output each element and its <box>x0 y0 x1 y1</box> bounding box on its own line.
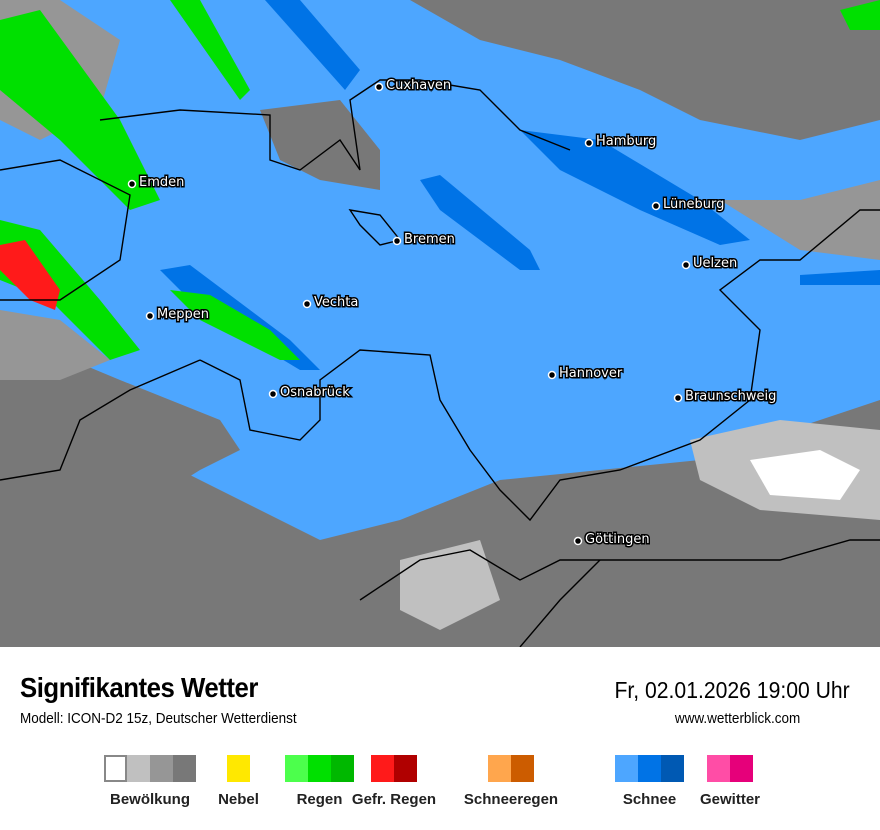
city-dot <box>573 536 583 546</box>
legend-swatches <box>104 755 196 782</box>
city-label: Hannover <box>559 366 623 381</box>
city-label: Göttingen <box>585 532 650 547</box>
legend-swatches <box>227 755 250 782</box>
map-title: Signifikantes Wetter <box>20 672 258 703</box>
borders-coastline <box>0 79 880 647</box>
legend-label: Schnee <box>622 791 677 808</box>
city-emden: Emden <box>127 174 186 192</box>
legend-swatches <box>707 755 753 782</box>
legend-swatches <box>488 755 534 782</box>
legend-swatch <box>227 755 250 782</box>
legend-swatch <box>371 755 394 782</box>
city-lüneburg: Lüneburg <box>651 196 726 214</box>
city-uelzen: Uelzen <box>681 255 739 273</box>
legend-swatches <box>371 755 417 782</box>
city-braunschweig: Braunschweig <box>673 388 778 406</box>
legend-swatch <box>661 755 684 782</box>
city-dot <box>127 179 137 189</box>
legend-swatch <box>104 755 127 782</box>
legend-swatch <box>615 755 638 782</box>
legend-item-schneeregen: Schneeregen <box>464 755 558 808</box>
city-dot <box>651 201 661 211</box>
legend-swatch <box>488 755 511 782</box>
model-source: Modell: ICON-D2 15z, Deutscher Wetterdie… <box>20 710 297 727</box>
legend-label: Gewitter <box>699 791 761 808</box>
city-dot <box>584 138 594 148</box>
city-osnabrück: Osnabrück <box>268 384 352 402</box>
legend-swatches <box>615 755 684 782</box>
city-dot <box>392 236 402 246</box>
city-dot <box>268 389 278 399</box>
city-vechta: Vechta <box>302 294 360 312</box>
legend-item-nebel: Nebel <box>218 755 259 808</box>
city-bremen: Bremen <box>392 231 456 249</box>
city-label: Bremen <box>404 232 455 247</box>
city-label: Emden <box>139 175 184 190</box>
city-label: Hamburg <box>596 134 656 149</box>
forecast-datetime: Fr, 02.01.2026 19:00 Uhr <box>614 677 850 703</box>
legend-label: Nebel <box>218 791 259 808</box>
city-label: Lüneburg <box>663 197 724 212</box>
city-meppen: Meppen <box>145 306 210 324</box>
weather-map: Cuxhaven Hamburg Emden Lüneburg Bremen Uelzen… <box>0 0 880 647</box>
legend-item-bewölkung: Bewölkung <box>104 755 196 808</box>
city-dot <box>547 370 557 380</box>
city-hamburg: Hamburg <box>584 133 658 151</box>
legend-swatch <box>331 755 354 782</box>
city-dot <box>681 260 691 270</box>
legend-label: Gefr. Regen <box>351 791 437 808</box>
legend-swatch <box>308 755 331 782</box>
legend-label: Bewölkung <box>109 791 191 808</box>
legend-swatch <box>638 755 661 782</box>
legend-item-regen: Regen <box>285 755 354 808</box>
city-label: Uelzen <box>693 256 737 271</box>
legend-swatches <box>285 755 354 782</box>
city-dot <box>302 299 312 309</box>
city-label: Braunschweig <box>685 389 776 404</box>
legend-swatch <box>511 755 534 782</box>
legend-item-schnee: Schnee <box>615 755 684 808</box>
legend-swatch <box>173 755 196 782</box>
city-dot <box>374 82 384 92</box>
legend-swatch <box>394 755 417 782</box>
freezing-rain-area <box>0 240 60 310</box>
city-göttingen: Göttingen <box>573 531 651 549</box>
city-hannover: Hannover <box>547 365 624 383</box>
website-link[interactable]: www.wetterblick.com <box>674 710 800 727</box>
city-label: Osnabrück <box>280 385 350 400</box>
city-markers: Cuxhaven Hamburg Emden Lüneburg Bremen Uelzen… <box>127 77 778 549</box>
legend-label: Regen <box>296 791 343 808</box>
cloud-layer <box>0 0 880 647</box>
legend-swatch <box>730 755 753 782</box>
city-dot <box>673 393 683 403</box>
city-label: Vechta <box>314 295 358 310</box>
legend-swatch <box>127 755 150 782</box>
legend-swatch <box>707 755 730 782</box>
city-dot <box>145 311 155 321</box>
legend-swatch <box>285 755 308 782</box>
city-label: Meppen <box>157 307 209 322</box>
city-cuxhaven: Cuxhaven <box>374 77 453 95</box>
legend-item-gewitter: Gewitter <box>700 755 760 808</box>
legend-swatch <box>150 755 173 782</box>
legend-item-gefr-regen: Gefr. Regen <box>352 755 436 808</box>
legend-label: Schneeregen <box>463 791 559 808</box>
city-label: Cuxhaven <box>386 78 451 93</box>
